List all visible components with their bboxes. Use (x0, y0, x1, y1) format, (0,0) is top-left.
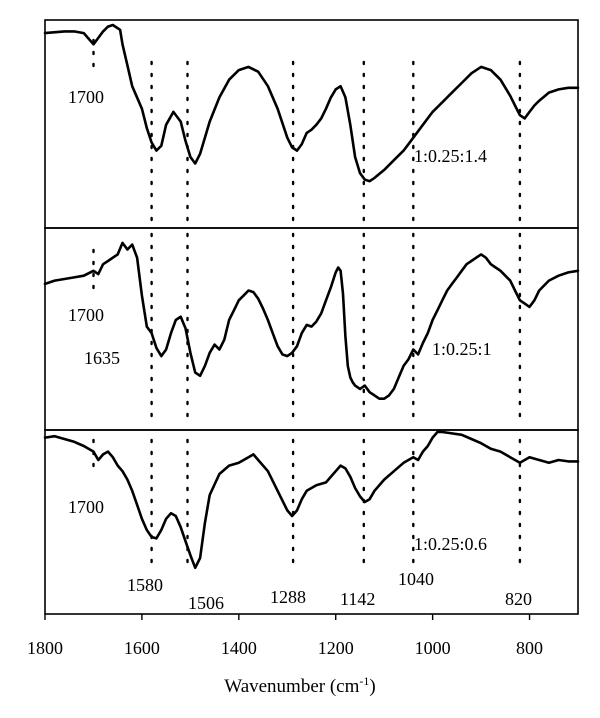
x-axis-title-main: Wavenumber (cm (224, 676, 359, 697)
peak-marker-lines (92, 38, 522, 564)
panel1-sample-label: 1:0.25:1.4 (414, 146, 487, 166)
panel-frame-bottom (44, 429, 579, 615)
spectrum-curve-1 (43, 23, 580, 183)
peak-label-820: 820 (505, 589, 532, 609)
peak-label-1506: 1506 (188, 593, 224, 613)
panel-annotations: 1700 1:0.25:1.4 1700 1635 1:0.25:1 1700 … (68, 87, 532, 613)
panel3-label-1700: 1700 (68, 497, 104, 517)
panel3-sample-label: 1:0.25:0.6 (414, 534, 487, 554)
x-tick-label-1200: 1200 (318, 638, 354, 658)
x-axis-title-close: ) (369, 676, 375, 697)
spectrum-curve-3 (43, 430, 580, 570)
peak-label-1142: 1142 (340, 589, 375, 609)
x-axis: 1800 1600 1400 1200 1000 800 (27, 614, 543, 658)
x-axis-title-superscript: -1 (359, 674, 369, 688)
spectrum-curves (43, 23, 580, 570)
spectrum-curve-2 (43, 241, 580, 401)
peak-label-1580: 1580 (127, 575, 163, 595)
x-axis-title: Wavenumber (cm-1) (224, 674, 375, 697)
peak-label-1040: 1040 (398, 569, 434, 589)
x-tick-label-1000: 1000 (415, 638, 451, 658)
panel1-label-1700: 1700 (68, 87, 104, 107)
panel2-label-1635: 1635 (84, 348, 120, 368)
panel2-sample-label: 1:0.25:1 (432, 339, 492, 359)
x-tick-label-800: 800 (516, 638, 543, 658)
x-tick-label-1400: 1400 (221, 638, 257, 658)
peak-label-1288: 1288 (270, 587, 306, 607)
x-tick-label-1600: 1600 (124, 638, 160, 658)
x-tick-label-1800: 1800 (27, 638, 63, 658)
panel-frame-middle (44, 227, 579, 431)
panel-frames (44, 19, 579, 615)
panel2-label-1700: 1700 (68, 305, 104, 325)
